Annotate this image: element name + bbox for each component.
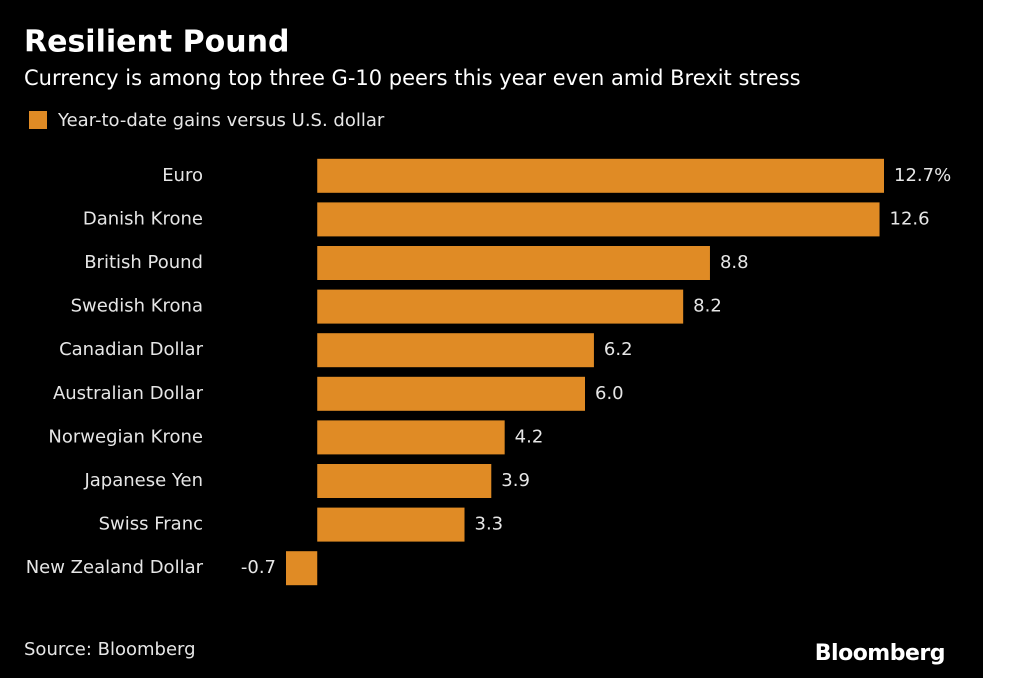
value-label: -0.7	[241, 557, 276, 578]
bar	[317, 289, 684, 324]
bar	[317, 376, 585, 411]
value-label: 8.2	[693, 296, 722, 317]
legend-label: Year-to-date gains versus U.S. dollar	[57, 110, 385, 131]
bar	[317, 158, 885, 193]
value-label: 6.0	[595, 383, 624, 404]
y-tick-label: New Zealand Dollar	[26, 557, 204, 578]
value-label: 12.6	[890, 208, 930, 229]
source: Source: Bloomberg	[24, 639, 196, 660]
y-tick-label: Canadian Dollar	[59, 339, 204, 360]
bar	[286, 551, 318, 586]
chart-title: Resilient Pound	[24, 25, 289, 60]
y-tick-label: Japanese Yen	[83, 470, 203, 491]
bar	[317, 333, 594, 368]
value-label: 3.3	[475, 514, 504, 535]
chart-subtitle: Currency is among top three G-10 peers t…	[24, 66, 801, 90]
y-tick-label: Euro	[162, 165, 203, 186]
bar	[317, 464, 492, 498]
value-label: 12.7%	[894, 165, 951, 186]
legend-swatch	[29, 111, 47, 129]
y-tick-label: Danish Krone	[83, 208, 203, 229]
y-tick-label: Swiss Franc	[99, 514, 203, 535]
bar	[317, 507, 465, 542]
bar	[317, 202, 880, 237]
y-tick-label: British Pound	[84, 252, 203, 273]
value-label: 8.8	[720, 252, 749, 273]
bar	[317, 420, 505, 455]
brand-logo: Bloomberg	[815, 641, 945, 666]
bar	[317, 246, 710, 280]
value-label: 3.9	[501, 470, 530, 491]
value-label: 6.2	[604, 339, 633, 360]
y-tick-label: Norwegian Krone	[48, 426, 203, 447]
value-label: 4.2	[515, 426, 544, 447]
y-tick-label: Swedish Krona	[71, 296, 203, 317]
y-tick-label: Australian Dollar	[53, 383, 204, 404]
